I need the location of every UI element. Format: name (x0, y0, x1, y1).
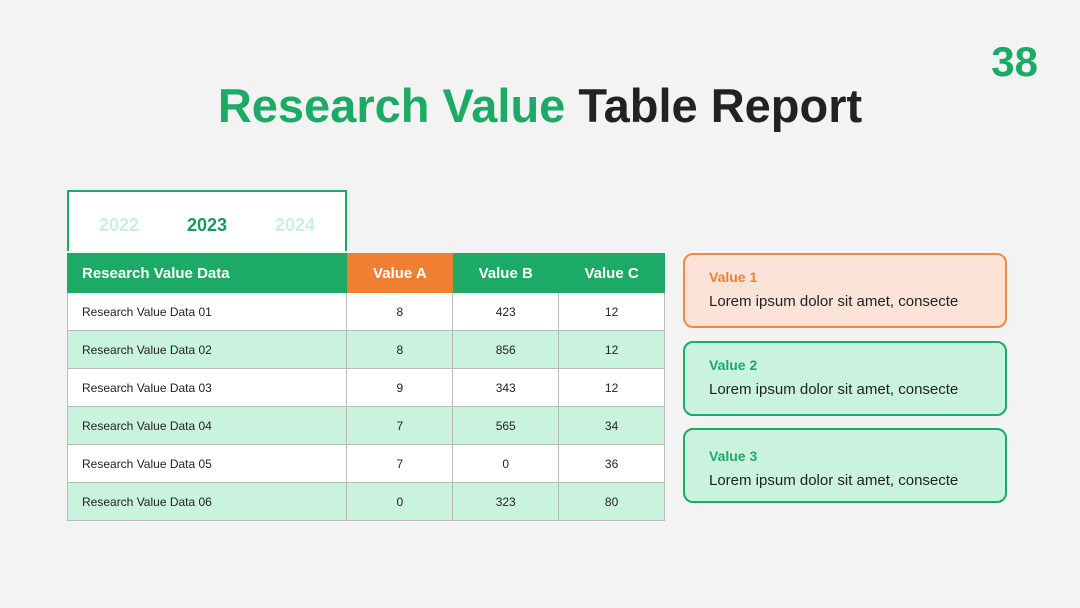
value-card-title: Value 3 (709, 448, 758, 464)
table-cell-value-c: 80 (558, 482, 665, 521)
table-row: Research Value Data 03 9 343 12 (66, 368, 665, 407)
table-cell-value-c: 12 (558, 292, 665, 331)
table-row: Research Value Data 02 8 856 12 (66, 330, 665, 369)
value-card-text: Lorem ipsum dolor sit amet, consecte (709, 381, 959, 398)
table-cell-value-a: 0 (346, 482, 454, 521)
value-card-text: Lorem ipsum dolor sit amet, consecte (709, 293, 959, 310)
column-header-value-a: Value A (346, 253, 454, 293)
table-cell-value-c: 12 (558, 330, 665, 369)
table-row: Research Value Data 05 7 0 36 (66, 444, 665, 483)
tab-2023[interactable]: 2023 (186, 215, 228, 235)
table-cell-value-c: 34 (558, 406, 665, 445)
table-row: Research Value Data 04 7 565 34 (66, 406, 665, 445)
table-cell-name: Research Value Data 02 (66, 330, 348, 369)
value-card-text: Lorem ipsum dolor sit amet, consecte (709, 472, 959, 489)
column-header-value-b: Value B (452, 253, 560, 293)
value-card-title: Value 2 (709, 357, 758, 373)
table-cell-value-a: 7 (346, 406, 454, 445)
page-number: 38 (991, 38, 1038, 85)
column-header-value-c: Value C (558, 253, 665, 293)
table-header-row: Research Value Data Value A Value B Valu… (66, 253, 665, 293)
tab-2022[interactable]: 2022 (98, 215, 140, 235)
value-card-title: Value 1 (709, 269, 758, 285)
table-cell-value-c: 12 (558, 368, 665, 407)
data-table: Research Value Data Value A Value B Valu… (66, 253, 665, 521)
value-card-1: Value 1 Lorem ipsum dolor sit amet, cons… (683, 253, 1007, 328)
table-cell-value-b: 323 (452, 482, 560, 521)
table-cell-value-b: 856 (452, 330, 560, 369)
table-cell-name: Research Value Data 06 (66, 482, 348, 521)
year-tabs: 2022 2023 2024 (67, 190, 347, 251)
table-cell-value-a: 7 (346, 444, 454, 483)
title-rest: Table Report (578, 79, 863, 132)
value-card-2: Value 2 Lorem ipsum dolor sit amet, cons… (683, 341, 1007, 416)
table-cell-name: Research Value Data 01 (66, 292, 348, 331)
table-cell-name: Research Value Data 04 (66, 406, 348, 445)
table-cell-value-b: 423 (452, 292, 560, 331)
value-card-3: Value 3 Lorem ipsum dolor sit amet, cons… (683, 428, 1007, 503)
page-title: Research Value Table Report (0, 78, 1080, 133)
table-cell-name: Research Value Data 05 (66, 444, 348, 483)
table-cell-value-b: 343 (452, 368, 560, 407)
table-cell-value-a: 8 (346, 292, 454, 331)
table-cell-value-a: 8 (346, 330, 454, 369)
table-row: Research Value Data 01 8 423 12 (66, 292, 665, 331)
title-accent: Research Value (217, 79, 566, 132)
table-row: Research Value Data 06 0 323 80 (66, 482, 665, 521)
tab-2024[interactable]: 2024 (274, 215, 316, 235)
table-cell-value-b: 0 (452, 444, 560, 483)
table-cell-value-c: 36 (558, 444, 665, 483)
table-cell-name: Research Value Data 03 (66, 368, 348, 407)
table-cell-value-b: 565 (452, 406, 560, 445)
column-header-name: Research Value Data (66, 253, 348, 293)
table-cell-value-a: 9 (346, 368, 454, 407)
